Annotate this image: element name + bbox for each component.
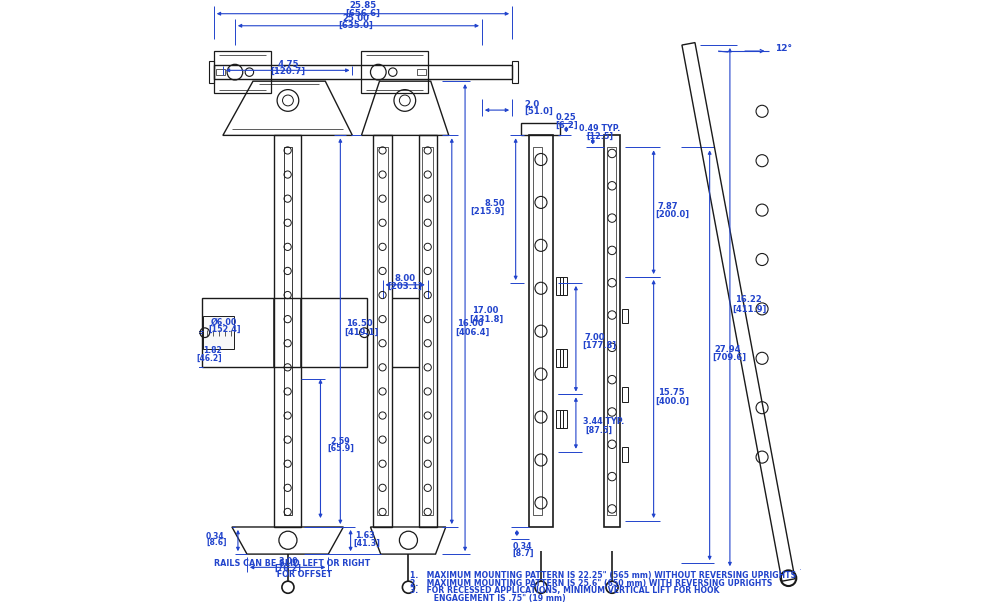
Text: [200.0]: [200.0] bbox=[655, 210, 690, 219]
Text: Ø6.00: Ø6.00 bbox=[211, 318, 237, 327]
Text: 8.50: 8.50 bbox=[484, 199, 505, 208]
Text: ENGAGEMENT IS .75" (19 mm): ENGAGEMENT IS .75" (19 mm) bbox=[420, 593, 566, 602]
Text: [41.3]: [41.3] bbox=[353, 539, 380, 547]
Text: 27.94: 27.94 bbox=[714, 345, 741, 354]
Bar bbox=[622, 387, 628, 402]
Text: [76.2]: [76.2] bbox=[274, 564, 302, 573]
Bar bbox=[560, 410, 567, 428]
Bar bbox=[533, 147, 542, 515]
Bar bbox=[512, 61, 518, 83]
Text: 12°: 12° bbox=[775, 44, 792, 53]
Text: [215.9]: [215.9] bbox=[470, 207, 505, 216]
Bar bbox=[622, 447, 628, 462]
Bar bbox=[214, 51, 271, 93]
Bar bbox=[361, 51, 428, 93]
Text: [65.9]: [65.9] bbox=[328, 444, 355, 453]
Bar bbox=[560, 349, 567, 367]
Bar bbox=[521, 124, 560, 135]
Bar bbox=[417, 69, 426, 75]
Bar bbox=[556, 349, 563, 367]
Text: [8.7]: [8.7] bbox=[512, 549, 534, 558]
Bar bbox=[556, 410, 563, 428]
Text: 1.   MAXIMUM MOUNTING PATTERN IS 22.25" (565 mm) WITHOUT REVERSING UPRIGHTS: 1. MAXIMUM MOUNTING PATTERN IS 22.25" (5… bbox=[410, 571, 796, 580]
Text: [51.0]: [51.0] bbox=[524, 107, 553, 116]
Text: [87.5]: [87.5] bbox=[585, 425, 612, 435]
Bar bbox=[214, 65, 512, 79]
Text: 8.00: 8.00 bbox=[395, 274, 416, 282]
Bar bbox=[419, 135, 437, 527]
Text: [46.2]: [46.2] bbox=[196, 354, 222, 363]
Bar bbox=[216, 69, 225, 75]
Text: 16.50: 16.50 bbox=[346, 319, 373, 328]
Bar bbox=[422, 147, 433, 515]
Bar bbox=[607, 147, 616, 515]
Text: 16.22: 16.22 bbox=[735, 295, 761, 304]
Text: [12.5]: [12.5] bbox=[586, 132, 614, 141]
Bar bbox=[560, 277, 567, 295]
Text: 25.85: 25.85 bbox=[349, 1, 376, 10]
Text: 25.00: 25.00 bbox=[342, 14, 369, 23]
Text: [406.4]: [406.4] bbox=[455, 328, 489, 337]
Text: [635.0]: [635.0] bbox=[338, 21, 373, 30]
Text: 7.00: 7.00 bbox=[584, 333, 605, 342]
Text: [419.1]: [419.1] bbox=[345, 328, 379, 337]
Text: RAILS CAN BE SLID LEFT OR RIGHT
         FOR OFFSET: RAILS CAN BE SLID LEFT OR RIGHT FOR OFFS… bbox=[214, 559, 370, 579]
Text: [8.6]: [8.6] bbox=[206, 538, 227, 547]
Text: [400.0]: [400.0] bbox=[655, 397, 690, 406]
Text: 3.44 TYP.: 3.44 TYP. bbox=[583, 417, 624, 426]
Text: 2.0: 2.0 bbox=[524, 99, 539, 108]
Bar bbox=[556, 277, 563, 295]
Text: 4.75: 4.75 bbox=[277, 60, 299, 69]
Text: [431.8]: [431.8] bbox=[469, 315, 504, 324]
Text: 1.82: 1.82 bbox=[203, 346, 222, 355]
Text: [6.2]: [6.2] bbox=[555, 121, 578, 130]
Text: 15.75: 15.75 bbox=[658, 388, 684, 398]
Text: 0.34: 0.34 bbox=[513, 542, 533, 551]
Text: 3.   FOR RECESSED APPLICATIONS, MINIMUM VERTICAL LIFT FOR HOOK: 3. FOR RECESSED APPLICATIONS, MINIMUM VE… bbox=[410, 587, 719, 595]
Text: 0.49 TYP.: 0.49 TYP. bbox=[579, 124, 621, 133]
Bar bbox=[274, 135, 301, 527]
Bar bbox=[209, 61, 214, 83]
Text: [120.7]: [120.7] bbox=[270, 67, 306, 76]
Bar bbox=[202, 298, 367, 367]
Text: [411.9]: [411.9] bbox=[732, 304, 767, 313]
Text: 0.25: 0.25 bbox=[556, 113, 577, 122]
Text: 7.87: 7.87 bbox=[658, 202, 678, 211]
Text: [709.6]: [709.6] bbox=[712, 353, 746, 362]
Text: 17.00: 17.00 bbox=[472, 306, 498, 315]
Text: [177.8]: [177.8] bbox=[582, 341, 616, 350]
Bar bbox=[284, 147, 292, 515]
Bar bbox=[377, 147, 388, 515]
Text: 2.   MAXIMUM MOUNTING PATTERN IS 25.6" (650 mm) WITH REVERSING UPRIGHTS: 2. MAXIMUM MOUNTING PATTERN IS 25.6" (65… bbox=[410, 579, 772, 587]
Bar bbox=[203, 316, 234, 349]
Text: [656.6]: [656.6] bbox=[345, 9, 380, 18]
Bar bbox=[604, 135, 620, 527]
Text: [203.1]: [203.1] bbox=[388, 282, 423, 290]
Text: 2.59: 2.59 bbox=[330, 437, 350, 445]
Bar bbox=[373, 135, 392, 527]
Bar bbox=[622, 309, 628, 324]
Text: [152.4]: [152.4] bbox=[208, 325, 241, 334]
Text: 0.34: 0.34 bbox=[206, 531, 225, 541]
Bar bbox=[529, 135, 553, 527]
Text: 3.00: 3.00 bbox=[278, 557, 298, 566]
Text: 1.63: 1.63 bbox=[355, 531, 375, 540]
Text: 16.00: 16.00 bbox=[457, 319, 483, 328]
